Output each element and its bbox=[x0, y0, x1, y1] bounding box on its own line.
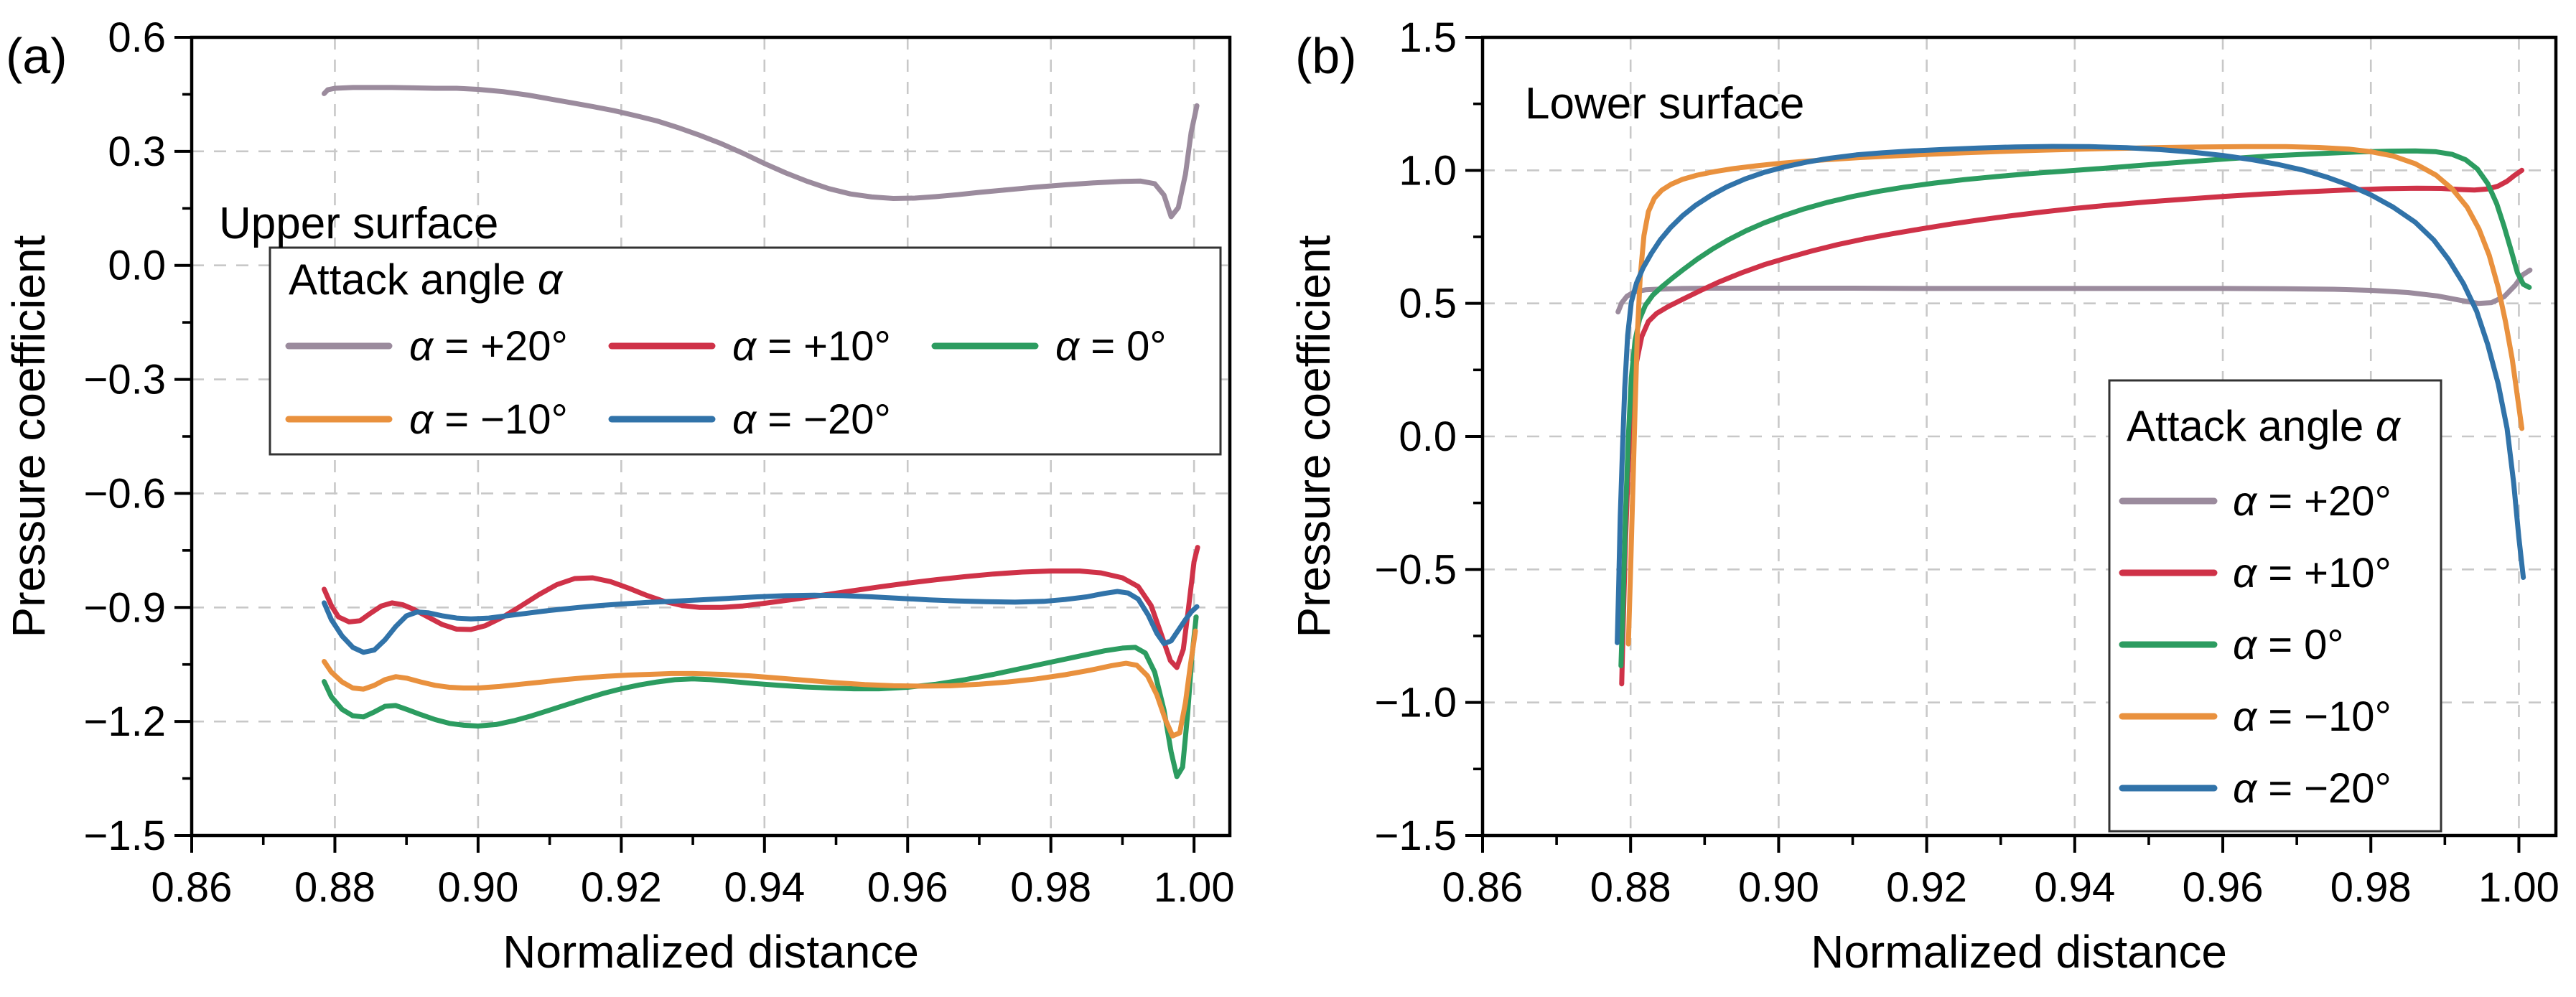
chart-upper-surface: 0.86 0.88 0.90 0.92 0.94 0.96 0.98 1.00 0.6 0.3 0.… bbox=[3, 14, 1235, 978]
panel-lower-surface: 0.86 0.88 0.90 0.92 0.94 0.96 0.98 1.00 1.5 1.0 0.… bbox=[1288, 0, 2576, 997]
legend-title: Attack angle α bbox=[289, 256, 564, 304]
y-tick-label: −0.9 bbox=[84, 584, 167, 631]
legend-box bbox=[2108, 379, 2442, 833]
x-axis-title: Normalized distance bbox=[503, 926, 919, 978]
y-axis-title: Pressure coefficient bbox=[1288, 235, 1340, 637]
y-tick-label: 0.0 bbox=[1399, 413, 1457, 460]
y-tick-label: 1.5 bbox=[1399, 14, 1457, 61]
y-tick-label: 0.3 bbox=[108, 128, 166, 175]
y-tick-label: 0.5 bbox=[1399, 281, 1457, 327]
x-tick-label: 1.00 bbox=[2478, 864, 2559, 911]
x-tick-label: 0.88 bbox=[294, 864, 375, 911]
surface-annotation: Lower surface bbox=[1525, 79, 1804, 128]
legend-label-4: α = −10° bbox=[409, 396, 568, 443]
x-tick-label: 0.90 bbox=[437, 864, 518, 911]
x-tick-label: 0.90 bbox=[1738, 864, 1819, 911]
legend-label-5: α = −20° bbox=[732, 396, 891, 443]
x-tick-label: 0.88 bbox=[1590, 864, 1671, 911]
x-tick-label: 0.98 bbox=[2330, 864, 2412, 911]
chart-lower-surface: 0.86 0.88 0.90 0.92 0.94 0.96 0.98 1.00 1.5 1.0 0.… bbox=[1288, 14, 2559, 978]
panel-tag: (b) bbox=[1295, 28, 1357, 84]
series-line-4 bbox=[322, 628, 1198, 739]
y-tick-label: −1.5 bbox=[84, 813, 167, 859]
legend-label-1: α = +20° bbox=[409, 323, 568, 370]
x-tick-label: 1.00 bbox=[1154, 864, 1235, 911]
y-tick-label: −1.2 bbox=[84, 698, 167, 745]
legend-label-1: α = +20° bbox=[2233, 478, 2391, 525]
y-tick-label: −0.3 bbox=[84, 357, 167, 403]
panel-tag: (a) bbox=[6, 28, 67, 84]
legend-label-3: α = 0° bbox=[1055, 323, 1167, 370]
x-axis-title: Normalized distance bbox=[1811, 926, 2227, 978]
y-tick-label: 0.6 bbox=[108, 14, 166, 61]
y-axis-title: Pressure coefficient bbox=[3, 235, 55, 637]
x-tick-label: 0.94 bbox=[2034, 864, 2115, 911]
x-tick-label: 0.92 bbox=[1886, 864, 1967, 911]
x-tick-label: 0.86 bbox=[151, 864, 233, 911]
legend-label-5: α = −20° bbox=[2233, 765, 2391, 812]
surface-annotation: Upper surface bbox=[219, 199, 498, 248]
legend-label-3: α = 0° bbox=[2233, 622, 2344, 668]
legend-box bbox=[269, 246, 1222, 456]
series-line-5 bbox=[322, 589, 1200, 655]
y-tick-label: 1.0 bbox=[1399, 147, 1457, 194]
legend-label-2: α = +10° bbox=[732, 323, 891, 370]
y-tick-label: −0.6 bbox=[84, 470, 167, 517]
x-tick-label: 0.96 bbox=[867, 864, 948, 911]
series-line-5 bbox=[1615, 144, 2526, 645]
legend-title: Attack angle α bbox=[2127, 402, 2402, 450]
series-line-1 bbox=[1615, 267, 2533, 314]
panel-upper-surface: 0.86 0.88 0.90 0.92 0.94 0.96 0.98 1.00 0.6 0.3 0.… bbox=[3, 14, 1235, 978]
y-tick-label: −0.5 bbox=[1375, 546, 1457, 593]
legend-label-4: α = −10° bbox=[2233, 693, 2391, 740]
x-tick-label: 0.96 bbox=[2183, 864, 2264, 911]
x-tick-label: 0.94 bbox=[724, 864, 805, 911]
y-tick-label: −1.5 bbox=[1375, 813, 1457, 859]
series-line-2 bbox=[1619, 167, 2525, 687]
legend-label-2: α = +10° bbox=[2233, 550, 2391, 596]
series-line-3 bbox=[1618, 148, 2532, 668]
series-line-2 bbox=[322, 545, 1200, 670]
series-line-1 bbox=[322, 85, 1200, 220]
y-tick-label: −1.0 bbox=[1375, 680, 1457, 726]
x-tick-label: 0.92 bbox=[581, 864, 662, 911]
x-tick-label: 0.86 bbox=[1442, 864, 1523, 911]
series-line-4 bbox=[1625, 144, 2525, 647]
x-tick-label: 0.98 bbox=[1010, 864, 1091, 911]
series-line-3 bbox=[322, 614, 1199, 780]
y-tick-label: 0.0 bbox=[108, 243, 166, 289]
